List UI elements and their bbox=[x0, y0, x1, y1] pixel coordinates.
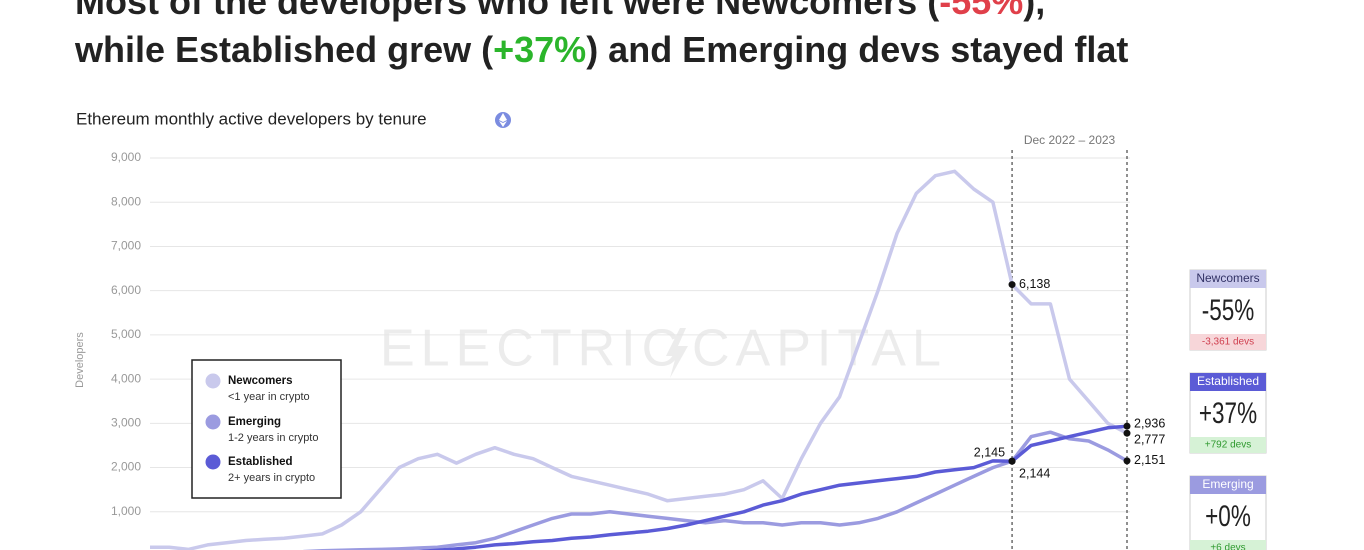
card-footer bbox=[1190, 437, 1266, 453]
chart-subtitle: Ethereum monthly active developers by te… bbox=[76, 109, 427, 128]
y-axis-label: Developers bbox=[74, 332, 86, 388]
card-name: Newcomers bbox=[1196, 271, 1259, 285]
data-point bbox=[1008, 457, 1016, 465]
card-header bbox=[1190, 373, 1266, 391]
data-label: 2,145 bbox=[974, 445, 1005, 459]
y-tick-label: 1,000 bbox=[111, 504, 141, 518]
card-devs: +6 devs bbox=[1210, 543, 1245, 550]
card-name: Established bbox=[1197, 374, 1259, 388]
legend-marker bbox=[205, 414, 221, 430]
y-tick-label: 7,000 bbox=[111, 239, 141, 253]
watermark-bolt bbox=[666, 328, 688, 378]
legend-label: Newcomers bbox=[228, 375, 293, 387]
card-change: +0% bbox=[1205, 499, 1251, 533]
title-part: +37% bbox=[493, 29, 586, 70]
card-devs: -3,361 devs bbox=[1202, 337, 1254, 348]
data-point bbox=[1123, 457, 1131, 465]
data-label: 2,144 bbox=[1019, 466, 1050, 480]
legend-marker bbox=[205, 454, 221, 470]
card-footer bbox=[1190, 334, 1266, 350]
y-tick-label: 9,000 bbox=[111, 150, 141, 164]
card-footer bbox=[1190, 540, 1266, 550]
data-point bbox=[1123, 422, 1131, 430]
chart-title: while Established grew (+37%) and Emergi… bbox=[74, 29, 1128, 70]
legend-description: <1 year in crypto bbox=[228, 391, 310, 403]
data-point bbox=[1123, 429, 1131, 437]
data-label: 2,777 bbox=[1134, 432, 1165, 446]
title-part: while Established grew ( bbox=[74, 29, 493, 70]
y-tick-label: 6,000 bbox=[111, 283, 141, 297]
card-header bbox=[1190, 476, 1266, 494]
legend-label: Emerging bbox=[228, 416, 281, 428]
y-tick-label: 8,000 bbox=[111, 194, 141, 208]
title-part: -55% bbox=[939, 0, 1023, 22]
data-point bbox=[1008, 281, 1016, 289]
card-header bbox=[1190, 270, 1266, 288]
title-part: Most of the developers who left were New… bbox=[75, 0, 939, 22]
card-devs: +792 devs bbox=[1205, 440, 1251, 451]
y-tick-label: 3,000 bbox=[111, 416, 141, 430]
legend-marker bbox=[205, 373, 221, 389]
series-line bbox=[414, 424, 1128, 550]
series-line bbox=[150, 169, 1128, 550]
card-change: -55% bbox=[1202, 293, 1255, 327]
ethereum-icon bbox=[495, 112, 511, 128]
data-label: 2,151 bbox=[1134, 453, 1165, 467]
legend-description: 2+ years in crypto bbox=[228, 472, 315, 484]
legend-description: 1-2 years in crypto bbox=[228, 432, 318, 444]
data-label: 6,138 bbox=[1019, 277, 1050, 291]
card-change: +37% bbox=[1199, 396, 1257, 430]
series-line bbox=[296, 430, 1128, 550]
y-tick-label: 2,000 bbox=[111, 460, 141, 474]
y-tick-label: 4,000 bbox=[111, 371, 141, 385]
title-part: ) and Emerging devs stayed flat bbox=[586, 29, 1128, 70]
card-name: Emerging bbox=[1202, 477, 1253, 491]
legend-box bbox=[191, 359, 342, 499]
watermark: ELECTRIC CAPITAL bbox=[380, 320, 947, 378]
y-tick-label: 5,000 bbox=[111, 327, 141, 341]
annotation: Dec 2022 – 2023 bbox=[1024, 133, 1116, 147]
title-part: ), bbox=[1023, 0, 1045, 22]
chart-title: Most of the developers who left were New… bbox=[75, 0, 1045, 22]
watermark-text: ELECTRIC bbox=[380, 320, 685, 378]
watermark-text: CAPITAL bbox=[692, 320, 947, 378]
data-label: 2,936 bbox=[1134, 416, 1165, 430]
legend-label: Established bbox=[228, 456, 293, 468]
legend bbox=[191, 359, 342, 499]
